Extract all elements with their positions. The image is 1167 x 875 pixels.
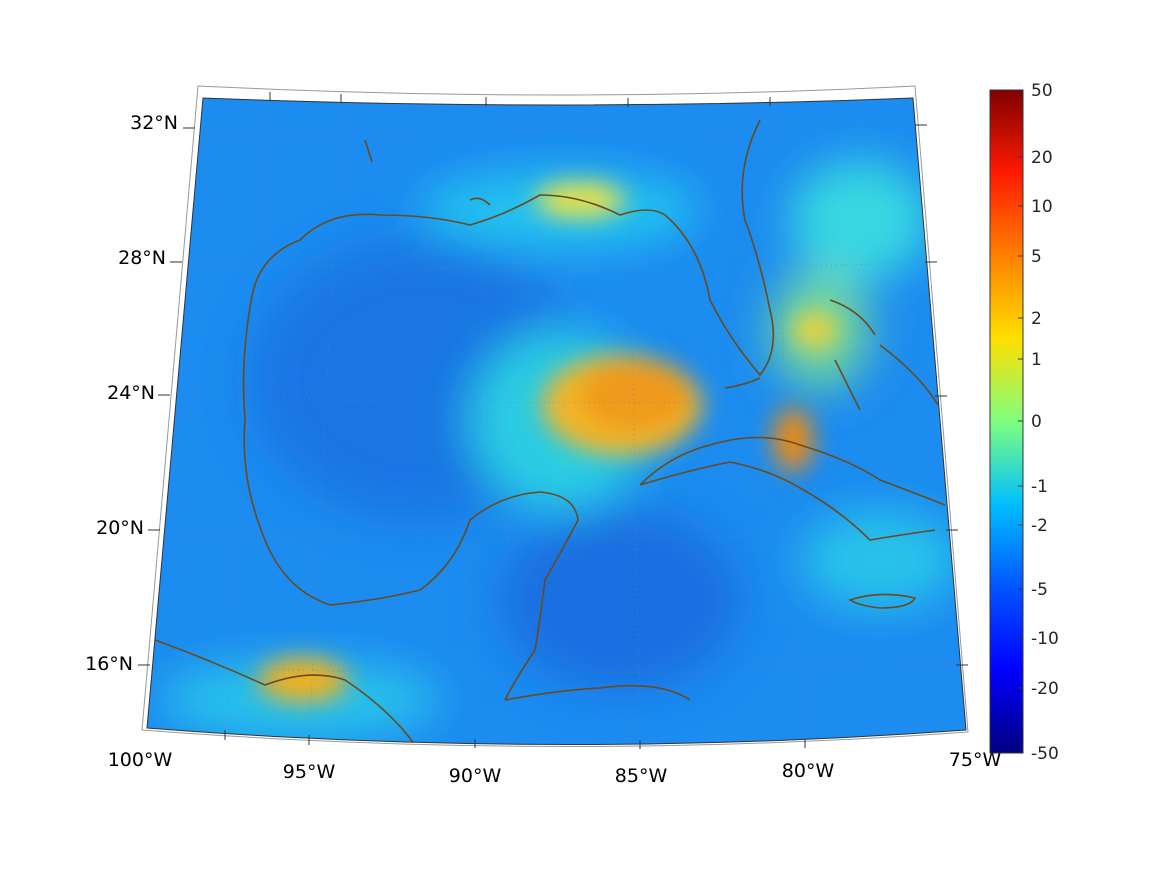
- colorbar-tick-label: -1: [1031, 477, 1048, 497]
- colorbar-tick-label: 50: [1031, 81, 1053, 101]
- hotspot-tehuantepec: [258, 658, 348, 702]
- colorbar-tick-label: -20: [1031, 679, 1059, 699]
- latitude-labels: 32°N 28°N 24°N 20°N 16°N: [85, 112, 178, 675]
- colorbar-tick-label: 0: [1031, 412, 1042, 432]
- colorbar-tick-label: 2: [1031, 309, 1042, 329]
- colorbar-tick-label: 20: [1031, 148, 1053, 168]
- lon-label-95w: 95°W: [283, 761, 336, 783]
- hotspot-bahamas: [793, 312, 837, 348]
- colorbar-tick-label: 1: [1031, 350, 1042, 370]
- colorbar-tick-label: 5: [1031, 247, 1042, 267]
- colorbar-tick-label: -50: [1031, 744, 1059, 764]
- map-frame: [141, 85, 969, 748]
- hotspot-cuba: [773, 408, 813, 472]
- colorbar-tick-label: -2: [1031, 516, 1048, 536]
- lat-label-24n: 24°N: [107, 382, 155, 404]
- lon-label-75w: 75°W: [949, 749, 1002, 771]
- lat-label-28n: 28°N: [118, 247, 166, 269]
- lon-label-80w: 80°W: [782, 760, 835, 782]
- colorbar-tick-label: -5: [1031, 580, 1048, 600]
- frame-ticks: [138, 92, 968, 749]
- colorbar-tick-label: 10: [1031, 197, 1053, 217]
- graticule: [147, 98, 966, 745]
- lat-label-20n: 20°N: [96, 517, 144, 539]
- lon-label-85w: 85°W: [615, 765, 668, 787]
- lat-label-16n: 16°N: [85, 653, 133, 675]
- lon-label-90w: 90°W: [449, 765, 502, 787]
- map-field: [147, 98, 966, 745]
- lon-label-100w: 100°W: [108, 749, 173, 771]
- colorbar-tick-label: -10: [1031, 629, 1059, 649]
- longitude-labels: 100°W 95°W 90°W 85°W 80°W 75°W: [108, 749, 1002, 787]
- coastline: [154, 119, 946, 745]
- lat-label-32n: 32°N: [130, 112, 178, 134]
